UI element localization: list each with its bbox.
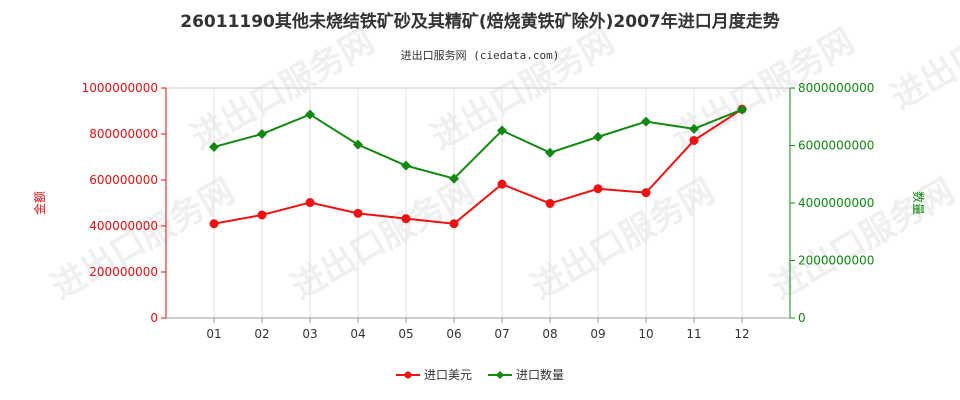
data-point	[641, 116, 651, 127]
data-point	[497, 179, 507, 189]
data-point	[497, 125, 507, 136]
watermark-text: 进出口服务网	[285, 171, 482, 308]
watermark-text: 进出口服务网	[765, 171, 960, 308]
left-axis-title: 金额	[32, 191, 47, 215]
right-axis-tick-label: 4000000000	[798, 196, 874, 210]
chart-subtitle: 进出口服务网 (ciedata.com)	[401, 48, 560, 62]
right-axis: 0 2000000000 4000000000 6000000000 800000000…	[789, 81, 926, 325]
data-point	[209, 141, 219, 152]
data-point	[545, 147, 555, 158]
series-line	[213, 108, 743, 180]
data-point	[737, 104, 747, 115]
x-axis-tick-label: 08	[542, 327, 557, 341]
watermark-text: 进出口服务网	[885, 0, 960, 118]
data-point	[401, 214, 411, 224]
legend-item: 进口美元	[396, 368, 472, 382]
left-axis: 0 200000000 400000000 600000000 800000000 100…	[32, 81, 167, 325]
left-axis-tick-label: 400000000	[89, 219, 158, 233]
data-point	[257, 129, 267, 139]
data-point	[401, 160, 411, 171]
legend-label: 进口美元	[424, 368, 472, 382]
legend-marker	[496, 371, 504, 379]
x-axis-tick-label: 12	[734, 327, 749, 341]
right-axis-tick-label: 0	[798, 311, 806, 325]
data-point	[257, 210, 267, 220]
data-point	[449, 219, 459, 229]
data-point	[449, 173, 459, 184]
right-axis-tick-label: 2000000000	[798, 254, 874, 268]
right-axis-title: 数量	[911, 191, 926, 215]
series-2	[209, 104, 747, 184]
x-axis-tick-label: 03	[302, 327, 317, 341]
right-axis-tick-label: 8000000000	[798, 81, 874, 95]
legend-item: 进口数量	[488, 367, 564, 382]
x-axis-tick-label: 06	[446, 327, 461, 341]
data-point	[305, 198, 315, 208]
data-point	[641, 188, 651, 198]
left-axis-tick-label: 0	[150, 311, 158, 325]
data-point	[593, 131, 603, 142]
legend-marker	[404, 371, 412, 379]
left-axis-tick-label: 200000000	[89, 265, 158, 279]
left-axis-tick-label: 1000000000	[82, 81, 158, 95]
x-axis-tick-label: 01	[206, 327, 221, 341]
x-axis: 01 02 03 04 05 06 07 08 09 10 11 12	[166, 317, 790, 341]
legend-label: 进口数量	[516, 367, 564, 382]
data-point	[305, 109, 315, 120]
watermark-text: 进出口服务网	[45, 171, 242, 308]
x-axis-tick-label: 04	[350, 327, 365, 341]
x-axis-tick-label: 09	[590, 327, 605, 341]
series-line	[213, 108, 743, 225]
data-point	[353, 139, 363, 150]
x-axis-tick-label: 07	[494, 327, 509, 341]
right-axis-tick-label: 6000000000	[798, 139, 874, 153]
left-axis-tick-label: 800000000	[89, 127, 158, 141]
data-point	[689, 135, 699, 145]
x-axis-tick-label: 10	[638, 327, 653, 341]
data-point	[689, 123, 699, 134]
series-layer	[209, 104, 747, 229]
x-axis-tick-label: 11	[686, 327, 701, 341]
data-point	[209, 219, 219, 229]
x-axis-tick-label: 02	[254, 327, 269, 341]
legend: 进口美元 进口数量	[396, 367, 564, 382]
x-axis-tick-label: 05	[398, 327, 413, 341]
data-point	[593, 184, 603, 194]
chart-title: 26011190其他未烧结铁矿砂及其精矿(焙烧黄铁矿除外)2007年进口月度走势	[180, 11, 779, 32]
left-axis-tick-label: 600000000	[89, 173, 158, 187]
data-point	[545, 198, 555, 208]
data-point	[353, 208, 363, 218]
